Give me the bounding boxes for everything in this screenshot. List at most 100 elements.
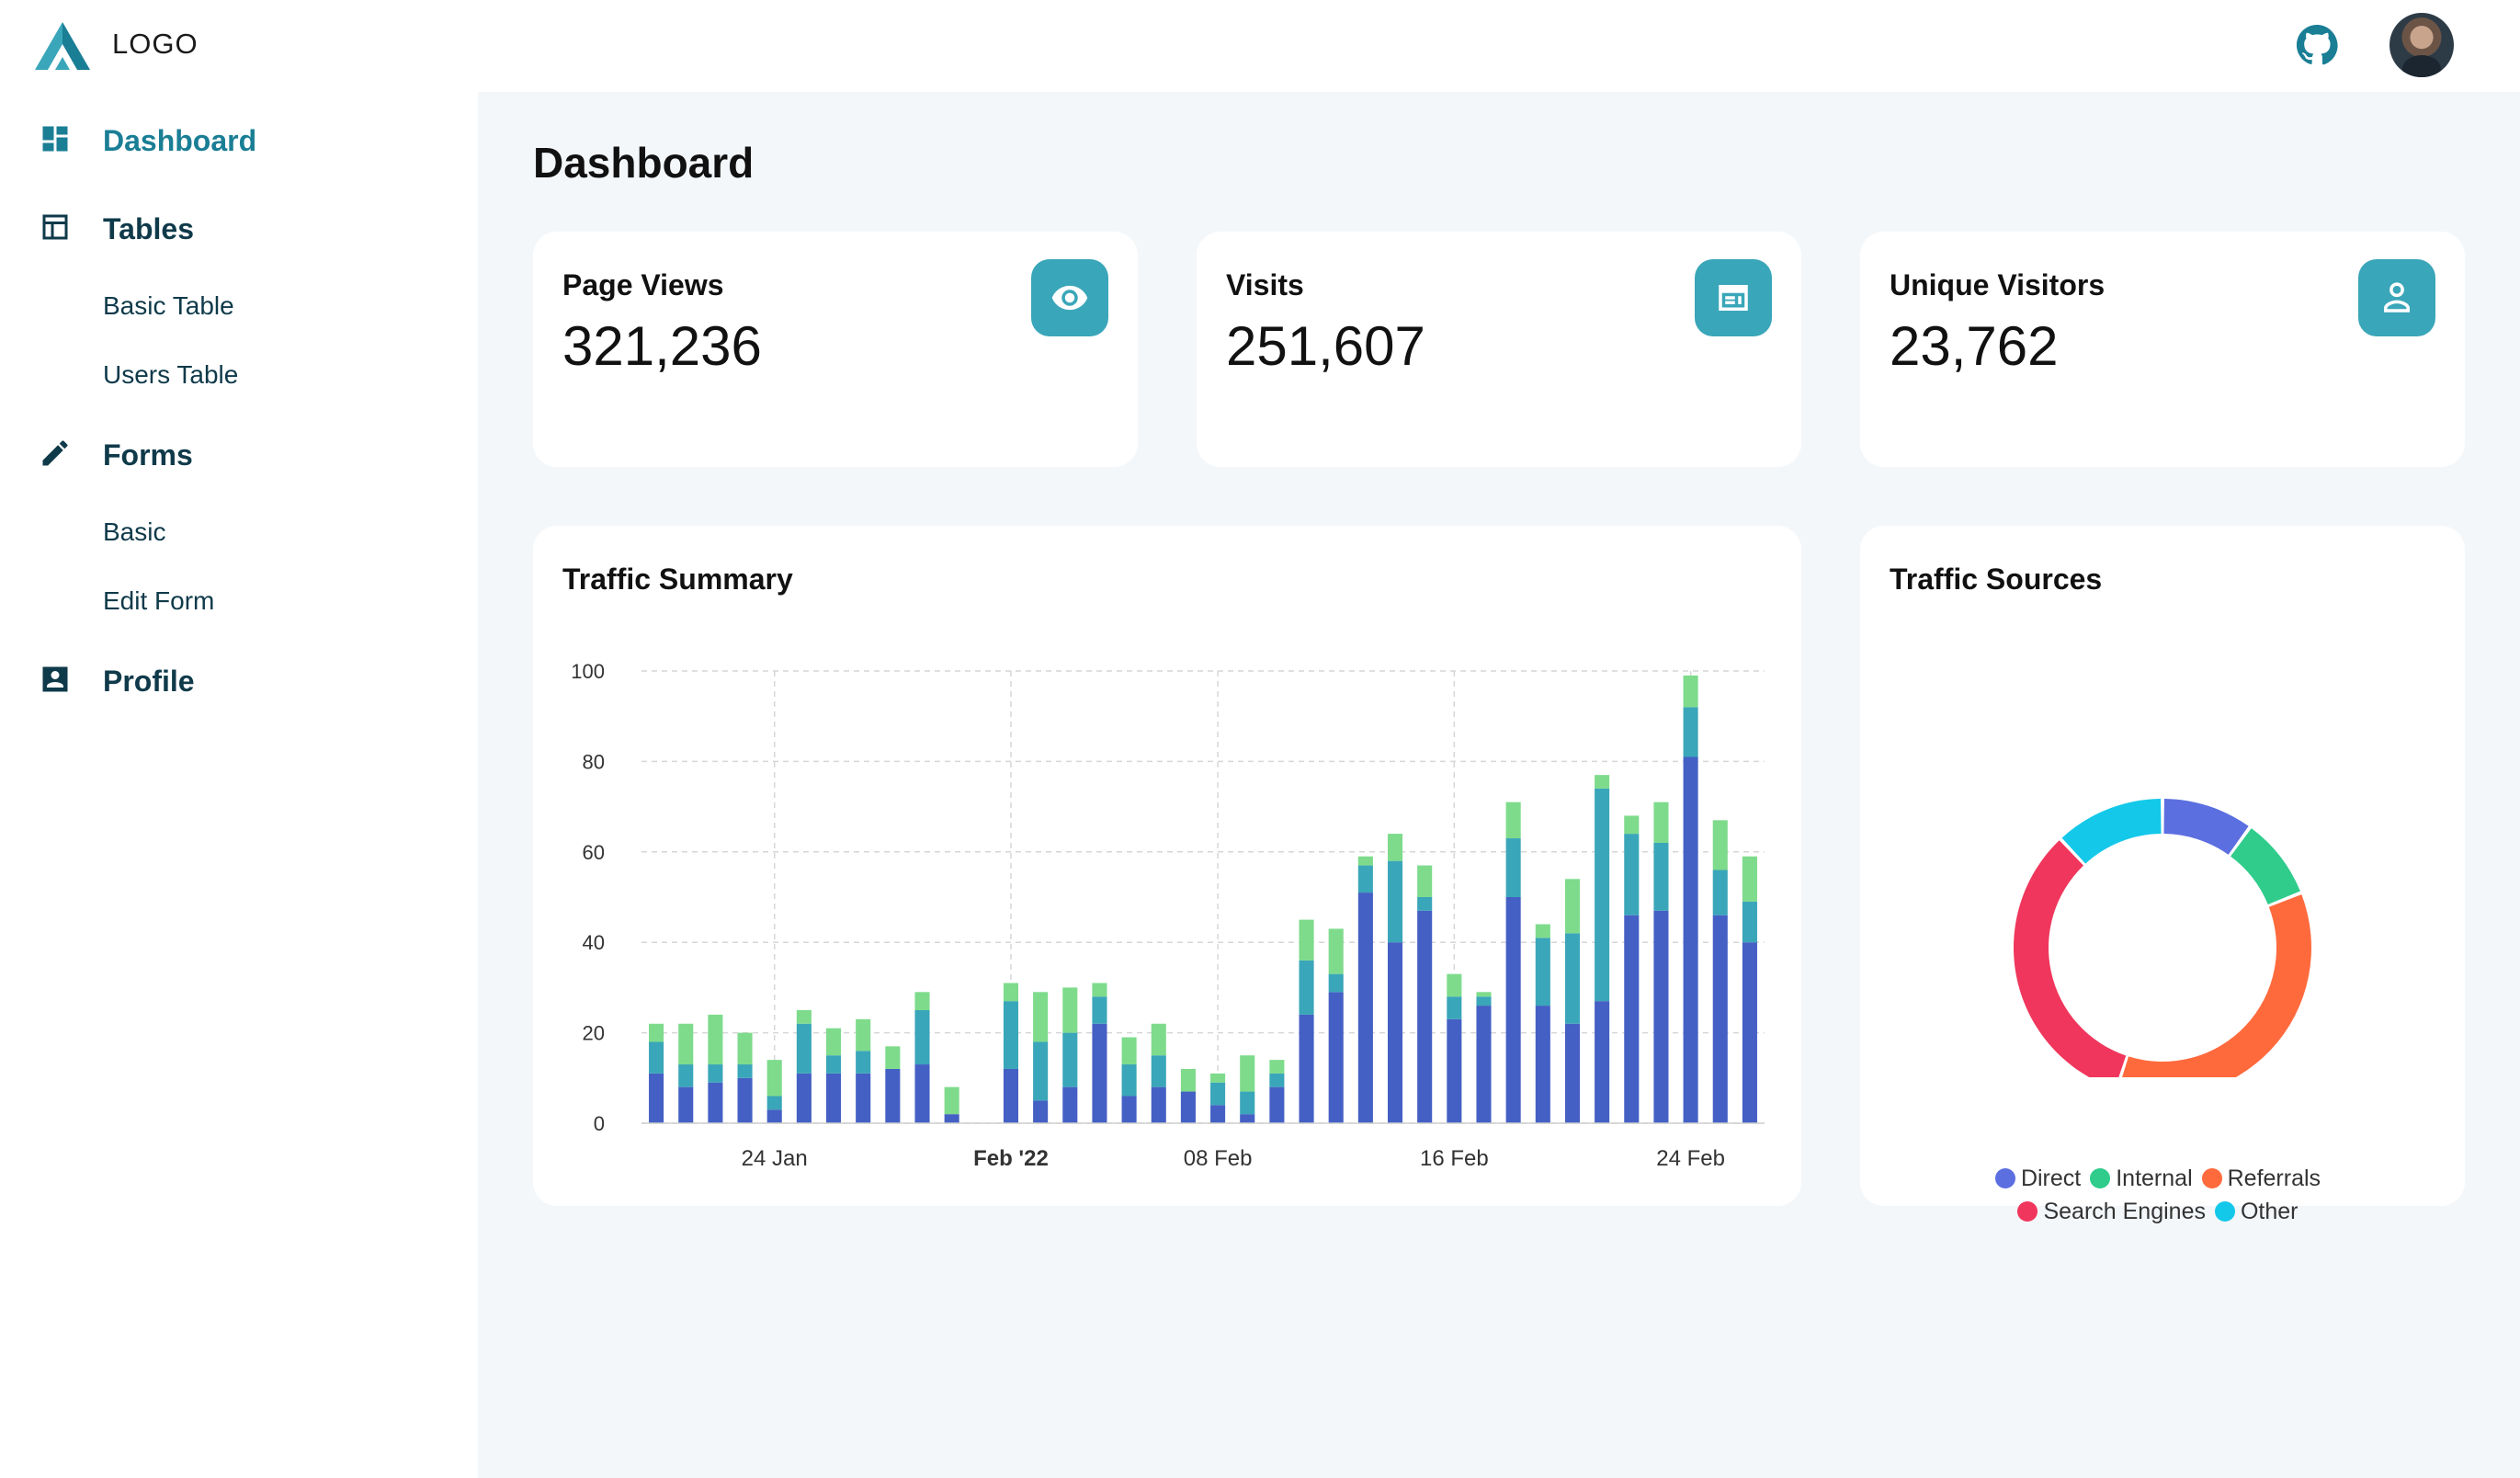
bar-segment[interactable] (1683, 675, 1698, 708)
bar-segment[interactable] (1121, 1037, 1137, 1065)
bar-segment[interactable] (1240, 1114, 1255, 1123)
bar-segment[interactable] (1417, 910, 1433, 1123)
bar-segment[interactable] (1387, 834, 1403, 861)
bar-segment[interactable] (796, 1010, 812, 1024)
bar-segment[interactable] (1683, 756, 1698, 1123)
bar-segment[interactable] (1033, 992, 1049, 1042)
bar-segment[interactable] (1447, 1018, 1462, 1123)
bar-segment[interactable] (1299, 919, 1314, 961)
sidebar-item-profile[interactable]: Profile (0, 647, 478, 711)
bar-segment[interactable] (1151, 1055, 1166, 1087)
sidebar-item-edit-form[interactable]: Edit Form (0, 573, 478, 628)
bar-segment[interactable] (1447, 996, 1462, 1019)
bar-segment[interactable] (1476, 1006, 1492, 1123)
bar-segment[interactable] (1742, 901, 1757, 943)
pie-slice-search-engines[interactable] (2014, 840, 2127, 1077)
bar-segment[interactable] (1742, 942, 1757, 1123)
bar-segment[interactable] (825, 1055, 842, 1074)
bar-segment[interactable] (1062, 1032, 1078, 1087)
sidebar-item-dashboard[interactable]: Dashboard (0, 107, 478, 171)
bar-segment[interactable] (1476, 992, 1492, 997)
bar-segment[interactable] (649, 1073, 664, 1123)
legend-item[interactable]: Internal (2090, 1165, 2193, 1192)
bar-segment[interactable] (1033, 1100, 1049, 1123)
bar-segment[interactable] (1387, 942, 1403, 1123)
bar-segment[interactable] (1535, 1006, 1550, 1123)
bar-segment[interactable] (796, 1073, 812, 1123)
bar-segment[interactable] (1505, 838, 1521, 897)
bar-segment[interactable] (1269, 1086, 1285, 1123)
bar-segment[interactable] (1683, 707, 1698, 757)
bar-segment[interactable] (885, 1046, 901, 1069)
bar-segment[interactable] (856, 1073, 871, 1123)
bar-segment[interactable] (856, 1018, 871, 1052)
bar-segment[interactable] (737, 1064, 753, 1078)
bar-segment[interactable] (1535, 924, 1550, 938)
bar-segment[interactable] (1269, 1060, 1285, 1074)
bar-segment[interactable] (1505, 897, 1521, 1123)
sidebar-item-forms[interactable]: Forms (0, 421, 478, 485)
bar-segment[interactable] (1476, 996, 1492, 1006)
bar-segment[interactable] (1003, 1068, 1019, 1123)
sidebar-item-basic-table[interactable]: Basic Table (0, 278, 478, 333)
bar-segment[interactable] (1357, 892, 1373, 1123)
pie-slice-other[interactable] (2061, 799, 2162, 864)
bar-segment[interactable] (1299, 960, 1314, 1015)
bar-segment[interactable] (1387, 860, 1403, 943)
bar-segment[interactable] (796, 1023, 812, 1074)
logo-icon[interactable] (35, 22, 94, 70)
eye-icon-button[interactable] (1031, 259, 1108, 336)
bar-segment[interactable] (708, 1082, 723, 1123)
bar-segment[interactable] (1328, 928, 1344, 974)
legend-item[interactable]: Other (2214, 1199, 2299, 1225)
bar-segment[interactable] (1210, 1073, 1226, 1083)
bar-segment[interactable] (708, 1064, 723, 1083)
bar-segment[interactable] (1624, 815, 1640, 835)
bar-segment[interactable] (1595, 775, 1610, 789)
bar-segment[interactable] (1595, 1001, 1610, 1123)
bar-segment[interactable] (1121, 1096, 1137, 1123)
bar-segment[interactable] (678, 1023, 694, 1065)
bar-segment[interactable] (1712, 870, 1728, 915)
bar-segment[interactable] (1180, 1091, 1196, 1123)
bar-segment[interactable] (1003, 983, 1019, 1002)
pie-slice-internal[interactable] (2231, 828, 2300, 904)
bar-segment[interactable] (649, 1023, 664, 1042)
bar-segment[interactable] (1033, 1041, 1049, 1101)
legend-item[interactable]: Referrals (2201, 1165, 2321, 1192)
bar-segment[interactable] (1151, 1023, 1166, 1056)
browser-window-icon-button[interactable] (1695, 259, 1772, 336)
bar-segment[interactable] (856, 1051, 871, 1074)
bar-segment[interactable] (1062, 987, 1078, 1033)
bar-segment[interactable] (766, 1096, 782, 1110)
sidebar-item-tables[interactable]: Tables (0, 195, 478, 259)
bar-segment[interactable] (1535, 938, 1550, 1006)
bar-segment[interactable] (1299, 1014, 1314, 1123)
bar-segment[interactable] (1328, 992, 1344, 1123)
bar-segment[interactable] (737, 1077, 753, 1123)
bar-segment[interactable] (825, 1028, 842, 1056)
user-avatar[interactable] (2389, 13, 2454, 77)
bar-segment[interactable] (1180, 1068, 1196, 1092)
sidebar-item-users-table[interactable]: Users Table (0, 347, 478, 402)
bar-segment[interactable] (825, 1073, 842, 1123)
person-icon-button[interactable] (2358, 259, 2435, 336)
bar-segment[interactable] (1624, 834, 1640, 915)
bar-segment[interactable] (1240, 1091, 1255, 1115)
bar-segment[interactable] (1653, 910, 1669, 1123)
bar-segment[interactable] (1505, 802, 1521, 839)
bar-segment[interactable] (1564, 933, 1581, 1024)
bar-segment[interactable] (1417, 897, 1433, 911)
bar-segment[interactable] (1092, 996, 1107, 1024)
bar-segment[interactable] (944, 1086, 959, 1115)
bar-segment[interactable] (1417, 865, 1433, 897)
logo-text[interactable]: LOGO (112, 28, 199, 60)
bar-segment[interactable] (678, 1086, 694, 1123)
bar-segment[interactable] (1151, 1086, 1166, 1123)
bar-segment[interactable] (1653, 842, 1669, 911)
legend-item[interactable]: Direct (1994, 1165, 2081, 1192)
bar-segment[interactable] (914, 1010, 930, 1065)
bar-segment[interactable] (678, 1064, 694, 1087)
bar-segment[interactable] (766, 1109, 782, 1123)
bar-segment[interactable] (1003, 1001, 1019, 1069)
